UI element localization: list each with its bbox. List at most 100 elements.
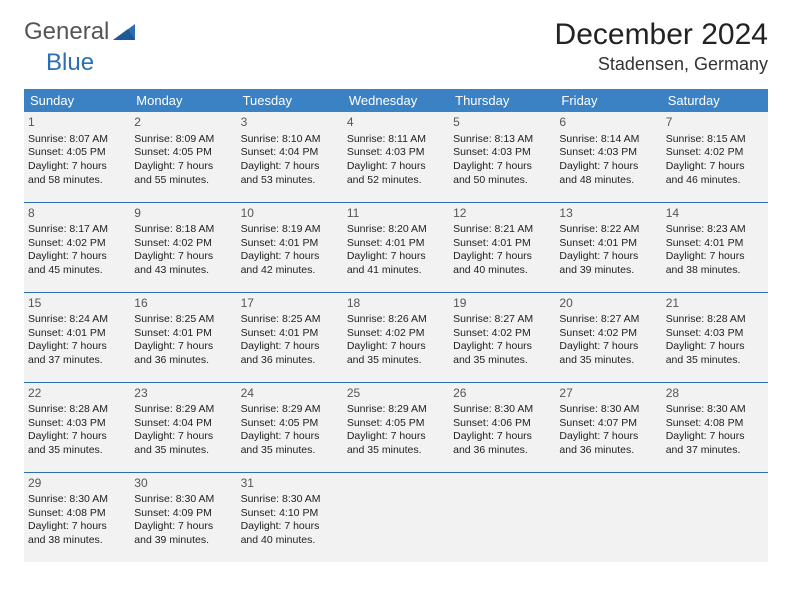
calendar-week-row: 15Sunrise: 8:24 AMSunset: 4:01 PMDayligh… bbox=[24, 292, 768, 382]
calendar-day-cell: 26Sunrise: 8:30 AMSunset: 4:06 PMDayligh… bbox=[449, 382, 555, 472]
calendar-day-cell: 20Sunrise: 8:27 AMSunset: 4:02 PMDayligh… bbox=[555, 292, 661, 382]
day-number: 22 bbox=[28, 386, 126, 402]
calendar-day-cell bbox=[555, 472, 661, 562]
calendar-week-row: 29Sunrise: 8:30 AMSunset: 4:08 PMDayligh… bbox=[24, 472, 768, 562]
day-number: 16 bbox=[134, 296, 232, 312]
day-details: Sunrise: 8:10 AMSunset: 4:04 PMDaylight:… bbox=[241, 133, 339, 188]
day-number: 17 bbox=[241, 296, 339, 312]
calendar-day-cell: 10Sunrise: 8:19 AMSunset: 4:01 PMDayligh… bbox=[237, 202, 343, 292]
day-number: 21 bbox=[666, 296, 764, 312]
day-details: Sunrise: 8:14 AMSunset: 4:03 PMDaylight:… bbox=[559, 133, 657, 188]
calendar-day-cell: 1 Sunrise: 8:07 AMSunset: 4:05 PMDaylight… bbox=[24, 112, 130, 202]
calendar-day-cell: 15Sunrise: 8:24 AMSunset: 4:01 PMDayligh… bbox=[24, 292, 130, 382]
day-number: 24 bbox=[241, 386, 339, 402]
day-details: Sunrise: 8:20 AMSunset: 4:01 PMDaylight:… bbox=[347, 223, 445, 278]
calendar-day-cell: 23Sunrise: 8:29 AMSunset: 4:04 PMDayligh… bbox=[130, 382, 236, 472]
calendar-day-cell: 7Sunrise: 8:15 AMSunset: 4:02 PMDaylight… bbox=[662, 112, 768, 202]
calendar-day-cell: 5Sunrise: 8:13 AMSunset: 4:03 PMDaylight… bbox=[449, 112, 555, 202]
day-details: Sunrise: 8:18 AMSunset: 4:02 PMDaylight:… bbox=[134, 223, 232, 278]
calendar-day-cell: 22Sunrise: 8:28 AMSunset: 4:03 PMDayligh… bbox=[24, 382, 130, 472]
day-details: Sunrise: 8:22 AMSunset: 4:01 PMDaylight:… bbox=[559, 223, 657, 278]
calendar-day-cell: 9Sunrise: 8:18 AMSunset: 4:02 PMDaylight… bbox=[130, 202, 236, 292]
calendar-week-row: 1 Sunrise: 8:07 AMSunset: 4:05 PMDaylight… bbox=[24, 112, 768, 202]
day-details: Sunrise: 8:29 AMSunset: 4:04 PMDaylight:… bbox=[134, 403, 232, 458]
logo-word1: General bbox=[24, 18, 109, 46]
calendar-day-cell: 24Sunrise: 8:29 AMSunset: 4:05 PMDayligh… bbox=[237, 382, 343, 472]
calendar-day-cell: 29Sunrise: 8:30 AMSunset: 4:08 PMDayligh… bbox=[24, 472, 130, 562]
location: Stadensen, Germany bbox=[555, 54, 768, 75]
calendar-day-cell: 4 Sunrise: 8:11 AMSunset: 4:03 PMDaylight… bbox=[343, 112, 449, 202]
day-number: 2 bbox=[134, 115, 232, 131]
day-details: Sunrise: 8:30 AMSunset: 4:07 PMDaylight:… bbox=[559, 403, 657, 458]
day-number: 4 bbox=[347, 115, 445, 131]
day-details: Sunrise: 8:28 AMSunset: 4:03 PMDaylight:… bbox=[666, 313, 764, 368]
day-number: 1 bbox=[28, 115, 126, 131]
day-number: 18 bbox=[347, 296, 445, 312]
day-number: 23 bbox=[134, 386, 232, 402]
day-number: 20 bbox=[559, 296, 657, 312]
calendar-day-cell: 17Sunrise: 8:25 AMSunset: 4:01 PMDayligh… bbox=[237, 292, 343, 382]
day-number: 19 bbox=[453, 296, 551, 312]
day-details: Sunrise: 8:30 AMSunset: 4:08 PMDaylight:… bbox=[28, 493, 126, 548]
calendar-day-cell: 19Sunrise: 8:27 AMSunset: 4:02 PMDayligh… bbox=[449, 292, 555, 382]
calendar-day-cell: 28Sunrise: 8:30 AMSunset: 4:08 PMDayligh… bbox=[662, 382, 768, 472]
calendar-day-cell: 11Sunrise: 8:20 AMSunset: 4:01 PMDayligh… bbox=[343, 202, 449, 292]
day-details: Sunrise: 8:24 AMSunset: 4:01 PMDaylight:… bbox=[28, 313, 126, 368]
day-details: Sunrise: 8:30 AMSunset: 4:08 PMDaylight:… bbox=[666, 403, 764, 458]
day-number: 14 bbox=[666, 206, 764, 222]
logo: General bbox=[24, 18, 135, 46]
day-details: Sunrise: 8:23 AMSunset: 4:01 PMDaylight:… bbox=[666, 223, 764, 278]
day-header: Saturday bbox=[662, 89, 768, 112]
day-number: 9 bbox=[134, 206, 232, 222]
day-details: Sunrise: 8:25 AMSunset: 4:01 PMDaylight:… bbox=[134, 313, 232, 368]
day-details: Sunrise: 8:27 AMSunset: 4:02 PMDaylight:… bbox=[559, 313, 657, 368]
day-details: Sunrise: 8:28 AMSunset: 4:03 PMDaylight:… bbox=[28, 403, 126, 458]
calendar-day-cell: 25Sunrise: 8:29 AMSunset: 4:05 PMDayligh… bbox=[343, 382, 449, 472]
day-header: Friday bbox=[555, 89, 661, 112]
day-number: 30 bbox=[134, 476, 232, 492]
day-details: Sunrise: 8:29 AMSunset: 4:05 PMDaylight:… bbox=[347, 403, 445, 458]
calendar-day-cell: 16Sunrise: 8:25 AMSunset: 4:01 PMDayligh… bbox=[130, 292, 236, 382]
calendar-day-cell: 18Sunrise: 8:26 AMSunset: 4:02 PMDayligh… bbox=[343, 292, 449, 382]
day-number: 12 bbox=[453, 206, 551, 222]
day-details: Sunrise: 8:30 AMSunset: 4:06 PMDaylight:… bbox=[453, 403, 551, 458]
logo-word2: Blue bbox=[46, 49, 94, 77]
day-number: 11 bbox=[347, 206, 445, 222]
day-header: Monday bbox=[130, 89, 236, 112]
day-header-row: Sunday Monday Tuesday Wednesday Thursday… bbox=[24, 89, 768, 112]
day-details: Sunrise: 8:29 AMSunset: 4:05 PMDaylight:… bbox=[241, 403, 339, 458]
calendar-day-cell: 27Sunrise: 8:30 AMSunset: 4:07 PMDayligh… bbox=[555, 382, 661, 472]
title-block: December 2024 Stadensen, Germany bbox=[555, 18, 768, 75]
day-number: 15 bbox=[28, 296, 126, 312]
day-number: 25 bbox=[347, 386, 445, 402]
day-number: 7 bbox=[666, 115, 764, 131]
day-details: Sunrise: 8:30 AMSunset: 4:10 PMDaylight:… bbox=[241, 493, 339, 548]
day-number: 8 bbox=[28, 206, 126, 222]
day-number: 31 bbox=[241, 476, 339, 492]
day-number: 26 bbox=[453, 386, 551, 402]
calendar-day-cell: 6 Sunrise: 8:14 AMSunset: 4:03 PMDaylight… bbox=[555, 112, 661, 202]
day-number: 3 bbox=[241, 115, 339, 131]
day-details: Sunrise: 8:27 AMSunset: 4:02 PMDaylight:… bbox=[453, 313, 551, 368]
day-details: Sunrise: 8:21 AMSunset: 4:01 PMDaylight:… bbox=[453, 223, 551, 278]
day-header: Tuesday bbox=[237, 89, 343, 112]
calendar-day-cell bbox=[343, 472, 449, 562]
day-number: 5 bbox=[453, 115, 551, 131]
day-number: 13 bbox=[559, 206, 657, 222]
day-number: 6 bbox=[559, 115, 657, 131]
day-header: Thursday bbox=[449, 89, 555, 112]
day-details: Sunrise: 8:11 AMSunset: 4:03 PMDaylight:… bbox=[347, 133, 445, 188]
day-details: Sunrise: 8:17 AMSunset: 4:02 PMDaylight:… bbox=[28, 223, 126, 278]
day-header: Sunday bbox=[24, 89, 130, 112]
day-details: Sunrise: 8:30 AMSunset: 4:09 PMDaylight:… bbox=[134, 493, 232, 548]
day-details: Sunrise: 8:07 AMSunset: 4:05 PMDaylight:… bbox=[28, 133, 126, 188]
day-details: Sunrise: 8:09 AMSunset: 4:05 PMDaylight:… bbox=[134, 133, 232, 188]
day-number: 27 bbox=[559, 386, 657, 402]
calendar-day-cell: 31Sunrise: 8:30 AMSunset: 4:10 PMDayligh… bbox=[237, 472, 343, 562]
calendar-table: Sunday Monday Tuesday Wednesday Thursday… bbox=[24, 89, 768, 562]
calendar-day-cell: 3 Sunrise: 8:10 AMSunset: 4:04 PMDaylight… bbox=[237, 112, 343, 202]
day-details: Sunrise: 8:26 AMSunset: 4:02 PMDaylight:… bbox=[347, 313, 445, 368]
day-number: 29 bbox=[28, 476, 126, 492]
logo-triangle-icon bbox=[113, 24, 135, 40]
day-number: 10 bbox=[241, 206, 339, 222]
